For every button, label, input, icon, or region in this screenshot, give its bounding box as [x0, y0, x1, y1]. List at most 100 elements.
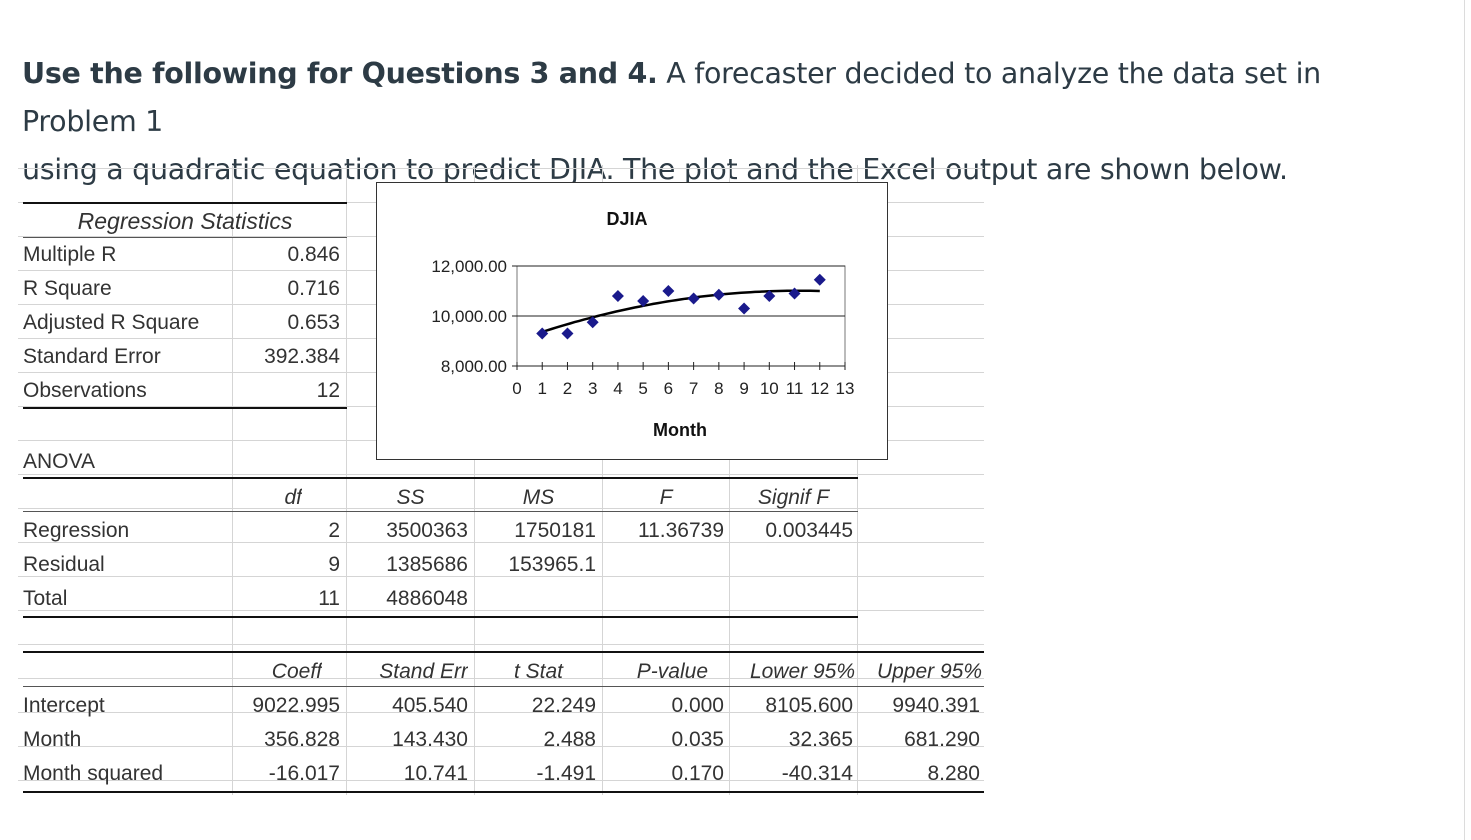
x-tick-label: 1 — [537, 379, 546, 398]
gridline — [474, 165, 475, 795]
gridline — [18, 746, 984, 747]
data-point — [637, 295, 650, 307]
y-tick-label: 8,000.00 — [441, 357, 507, 376]
x-tick-label: 8 — [714, 379, 723, 398]
x-tick-label: 0 — [512, 379, 521, 398]
intro-line-2: using a quadratic equation to predict DJ… — [22, 153, 1288, 186]
gridline — [232, 165, 233, 795]
coef-lower: 32.365 — [788, 728, 853, 751]
stat-label: Observations — [23, 379, 147, 402]
anova-header-ss: SS — [396, 486, 425, 509]
table-rule — [23, 237, 347, 238]
gridline — [729, 165, 730, 795]
x-tick-label: 2 — [563, 379, 572, 398]
stat-label: R Square — [23, 277, 112, 300]
data-point — [738, 302, 751, 315]
anova-df: 2 — [328, 519, 340, 542]
coef-se: 10.741 — [403, 762, 468, 785]
coef-row-label: Month — [23, 728, 82, 751]
data-point — [813, 273, 826, 286]
anova-ms: 1750181 — [514, 519, 596, 542]
anova-header-df: df — [284, 486, 302, 509]
intro-line-1: Use the following for Questions 3 and 4.… — [22, 50, 1442, 146]
regression-statistics-title: Regression Statistics — [77, 208, 293, 234]
table-rule — [23, 686, 984, 687]
anova-df: 9 — [328, 553, 340, 576]
coef-header-coeff: Coeff — [271, 660, 322, 683]
coef-header-p: P-value — [636, 660, 708, 683]
data-point — [536, 327, 549, 340]
data-point — [763, 290, 776, 302]
gridline — [18, 576, 984, 577]
x-tick-label: 5 — [638, 379, 647, 398]
gridline — [18, 678, 984, 679]
coef-lower: 8105.600 — [765, 694, 853, 717]
data-point — [788, 287, 801, 300]
coef-header-se: Stand Err — [379, 660, 468, 683]
anova-row-label: Total — [23, 587, 68, 610]
gridline — [18, 780, 984, 781]
coef-row-label: Month squared — [23, 762, 164, 785]
coef-row-label: Intercept — [23, 694, 105, 717]
gridline — [18, 610, 984, 611]
gridline — [346, 165, 347, 795]
anova-row-label: Regression — [23, 519, 130, 542]
x-tick-label: 4 — [613, 379, 622, 398]
coef-upper: 9940.391 — [892, 694, 980, 717]
anova-header-f: F — [659, 486, 673, 509]
anova-header-ms: MS — [522, 486, 555, 509]
coef-upper: 8.280 — [927, 762, 980, 785]
stat-value: 12 — [316, 379, 340, 402]
y-tick-label: 10,000.00 — [431, 307, 507, 326]
coef-p: 0.170 — [671, 762, 724, 785]
x-tick-label: 6 — [664, 379, 673, 398]
coef-se: 405.540 — [392, 694, 468, 717]
gridline — [18, 712, 984, 713]
gridline — [602, 165, 603, 795]
gridline — [18, 542, 984, 543]
data-point — [561, 327, 574, 340]
x-tick-label: 11 — [786, 379, 804, 398]
stat-value: 0.716 — [287, 277, 340, 300]
anova-ss: 1385686 — [386, 553, 468, 576]
table-rule — [23, 407, 347, 409]
data-point — [586, 316, 599, 329]
x-tick-label: 12 — [810, 379, 829, 398]
x-tick-label: 7 — [689, 379, 698, 398]
coef-value: -16.017 — [268, 762, 340, 785]
anova-row-label: Residual — [23, 553, 105, 576]
chart-title: DJIA — [606, 209, 647, 229]
x-tick-label: 10 — [760, 379, 779, 398]
stat-value: 392.384 — [264, 345, 340, 368]
coef-lower: -40.314 — [781, 762, 853, 785]
table-rule — [23, 616, 858, 618]
data-point — [662, 285, 675, 297]
anova-header-signif: Signif F — [757, 486, 830, 509]
page-right-border — [1464, 0, 1465, 840]
anova-f: 11.36739 — [637, 519, 724, 542]
coef-t: 22.249 — [531, 694, 596, 717]
table-rule — [23, 477, 858, 479]
coef-header-upper: Upper 95% — [876, 660, 982, 683]
table-rule — [23, 202, 347, 204]
intro-line-1-rest: A forecaster decided to analyze the data… — [22, 57, 1321, 138]
data-point — [712, 288, 725, 301]
anova-ms: 153965.1 — [508, 553, 596, 576]
gridline — [18, 168, 984, 169]
table-rule — [23, 651, 984, 653]
data-point — [687, 292, 700, 305]
coef-p: 0.000 — [671, 694, 724, 717]
coef-se: 143.430 — [392, 728, 468, 751]
table-rule — [23, 791, 984, 793]
anova-signif: 0.003445 — [765, 519, 853, 542]
coef-upper: 681.290 — [904, 728, 980, 751]
coef-value: 9022.995 — [252, 694, 340, 717]
gridline — [18, 644, 984, 645]
table-rule — [23, 511, 858, 512]
anova-title: ANOVA — [23, 450, 95, 473]
intro-bold-lead: Use the following for Questions 3 and 4. — [22, 57, 658, 90]
stat-label: Standard Error — [23, 345, 161, 368]
coef-header-t: t Stat — [513, 660, 564, 683]
gridline — [18, 474, 984, 475]
